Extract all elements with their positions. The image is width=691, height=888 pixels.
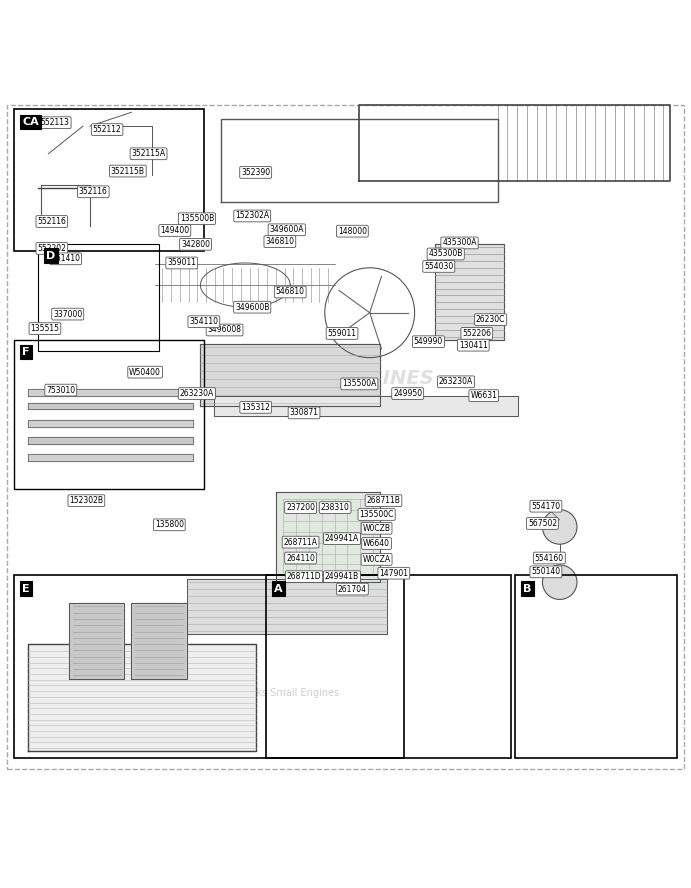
Text: 130411: 130411 [459,341,488,350]
Text: 561410: 561410 [51,254,80,264]
Text: 135500C: 135500C [359,510,394,519]
Text: 152302A: 152302A [235,211,269,220]
Text: 152302B: 152302B [69,496,104,505]
Text: 552112: 552112 [93,125,122,134]
Text: 148000: 148000 [338,226,367,235]
Text: 268711A: 268711A [283,537,318,547]
Text: 135312: 135312 [241,403,270,412]
Text: 346810: 346810 [265,237,294,246]
Text: W0CZA: W0CZA [363,555,390,564]
Text: 135500B: 135500B [180,214,214,223]
Text: 352390: 352390 [241,168,270,177]
Text: 237200: 237200 [286,503,315,512]
Text: 354110: 354110 [189,317,218,326]
Text: F: F [22,347,30,357]
Text: Jacks
SMALL ENGINES: Jacks SMALL ENGINES [257,347,434,388]
Text: 349600B: 349600B [235,303,269,312]
Text: 337000: 337000 [53,310,82,319]
Polygon shape [28,455,193,461]
Text: 550140: 550140 [531,567,560,576]
Text: 261704: 261704 [338,584,367,593]
Text: 554030: 554030 [424,262,453,271]
Polygon shape [69,603,124,679]
Text: 552113: 552113 [41,118,70,127]
Text: D: D [46,250,55,260]
Text: 549990: 549990 [414,337,443,346]
Text: 349600A: 349600A [269,226,304,234]
Text: 352115B: 352115B [111,167,145,176]
Text: 249941A: 249941A [325,535,359,543]
Text: 552116: 552116 [37,217,66,226]
Text: 249950: 249950 [393,389,422,398]
Polygon shape [28,437,193,444]
Text: 249941B: 249941B [325,572,359,581]
Text: 26230C: 26230C [476,315,505,324]
Text: 559011: 559011 [328,329,357,338]
Polygon shape [200,344,380,406]
Text: 135515: 135515 [30,324,59,333]
Text: 546810: 546810 [276,288,305,297]
Polygon shape [131,603,187,679]
Text: 135500A: 135500A [342,379,377,388]
Text: CA: CA [22,117,39,127]
Text: 263230A: 263230A [180,389,214,398]
Text: W50400: W50400 [129,368,161,377]
Text: 3496008: 3496008 [207,326,242,335]
Text: 268711B: 268711B [366,496,401,505]
Text: 147901: 147901 [379,568,408,578]
Text: 342800: 342800 [181,240,210,249]
Text: A: A [274,583,283,593]
Text: B: B [523,583,531,593]
Text: 352116: 352116 [79,187,108,196]
Text: E: E [22,583,30,593]
Polygon shape [28,402,193,409]
Text: 554170: 554170 [531,502,560,511]
Polygon shape [28,645,256,751]
Text: 149400: 149400 [160,226,189,235]
Text: 264110: 264110 [286,553,315,562]
Text: W6640: W6640 [363,539,390,548]
Text: 268711D: 268711D [287,572,321,581]
Text: W0CZB: W0CZB [363,524,390,533]
Text: 352115A: 352115A [131,149,166,158]
Text: 359011: 359011 [167,258,196,267]
Text: 238310: 238310 [321,503,350,512]
Text: 554160: 554160 [535,553,564,562]
Polygon shape [276,492,380,583]
Circle shape [542,565,577,599]
Polygon shape [187,579,387,634]
Polygon shape [28,389,193,396]
Text: 753010: 753010 [46,385,75,394]
Text: 552202: 552202 [37,244,66,253]
Circle shape [542,510,577,544]
Polygon shape [214,396,518,416]
Text: 135800: 135800 [155,520,184,529]
Text: 263230A: 263230A [439,377,473,386]
Polygon shape [28,420,193,427]
Text: 552206: 552206 [462,329,491,338]
Polygon shape [435,243,504,340]
Text: 567502: 567502 [528,519,557,528]
Text: 330871: 330871 [290,408,319,417]
Text: 435300B: 435300B [428,250,463,258]
Text: Copyright © 2021 - Jacks Small Engines: Copyright © 2021 - Jacks Small Engines [144,688,339,698]
Text: W6631: W6631 [471,391,497,400]
Text: 435300A: 435300A [442,238,477,248]
